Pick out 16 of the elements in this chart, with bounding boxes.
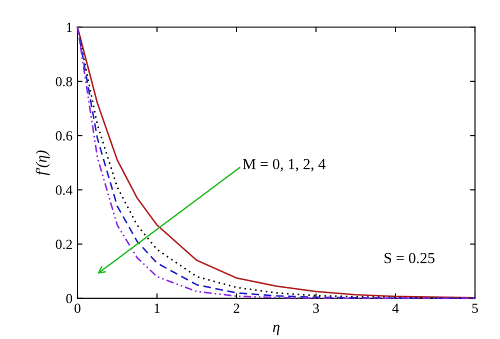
y-axis-title: f′(η) — [36, 150, 50, 176]
x-axis-title: η — [273, 324, 280, 336]
y-tick-label: 0.8 — [56, 76, 72, 86]
y-tick-label: 0.4 — [56, 185, 72, 195]
y-tick-label: 0.2 — [56, 240, 72, 250]
y-tick-label: 0.6 — [56, 131, 72, 141]
x-tick-label: 5 — [472, 304, 478, 313]
x-tick-label: 2 — [234, 304, 240, 313]
annotation: M = 0, 1, 2, 4 — [242, 158, 326, 172]
y-tick-label: 0 — [66, 294, 72, 304]
annotation: S = 0.25 — [384, 252, 434, 264]
x-tick-label: 3 — [313, 304, 319, 313]
x-tick-label: 1 — [154, 304, 160, 313]
x-tick-label: 4 — [392, 304, 399, 313]
x-tick-label: 0 — [74, 304, 80, 313]
y-tick-label: 1 — [66, 22, 72, 32]
